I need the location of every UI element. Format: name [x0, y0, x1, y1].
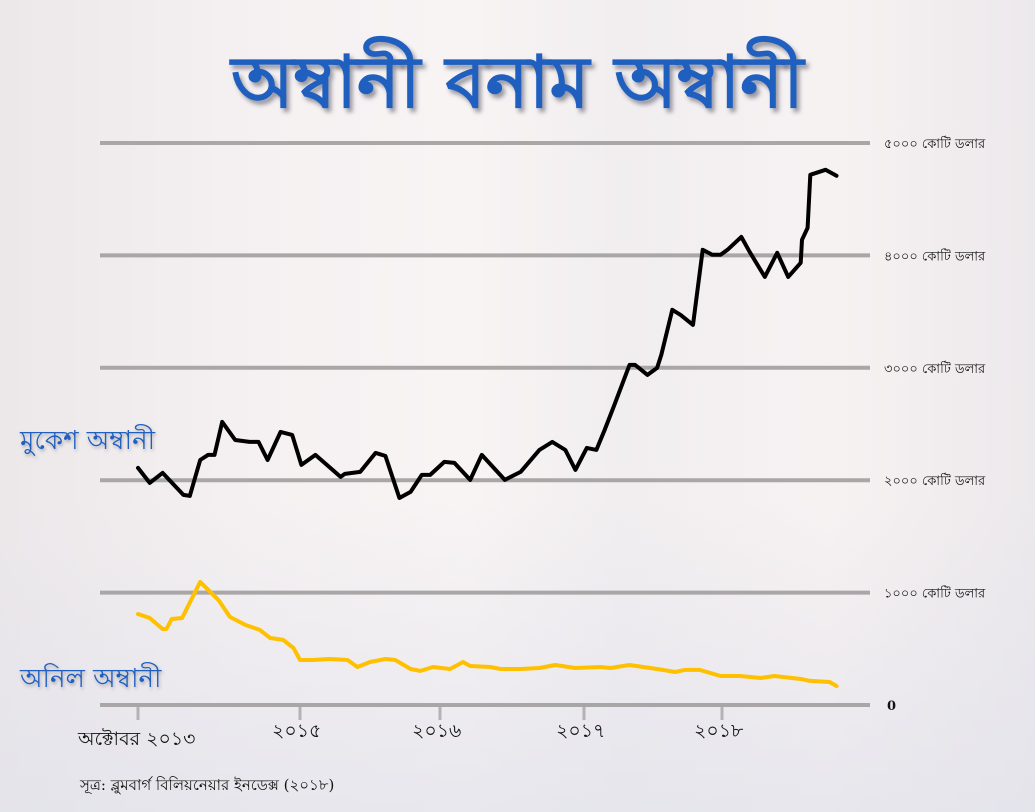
y-tick-label: ২০০০ কোটি ডলার: [884, 473, 986, 489]
x-tick-label: ২০১৫: [272, 720, 321, 742]
source-note: সূত্র: ব্লুমবার্গ বিলিয়নেয়ার ইনডেক্স (…: [80, 776, 335, 794]
x-tick-label: ২০১৮: [694, 720, 744, 742]
x-tick-label: অক্টোবর ২০১৩: [77, 728, 196, 750]
y-tick-label: ৪০০০ কোটি ডলার: [884, 248, 986, 264]
background-photo-area: [0, 500, 1035, 812]
y-tick-label: ৫০০০ কোটি ডলার: [884, 136, 986, 152]
axis-ticks: 0 ১০০০ কোটি ডলার ২০০০ কোটি ডলার ৩০০০ কোটি ড…: [77, 136, 986, 750]
x-tick-label: ২০১৬: [412, 720, 461, 742]
series-line-anil: [136, 579, 839, 688]
series-lines: [136, 167, 839, 688]
y-tick-label: 0: [887, 699, 896, 714]
chart-title: অম্বানী বনাম অম্বানী: [231, 39, 804, 124]
y-tick-label: ১০০০ কোটি ডলার: [884, 586, 986, 602]
series-line-mukesh: [136, 167, 839, 500]
x-tick-label: ২০১৭: [556, 720, 605, 742]
series-label-mukesh: মুকেশ অম্বানী: [20, 426, 156, 456]
gridlines: [100, 141, 870, 707]
series-label-anil: অনিল অম্বানী: [20, 664, 162, 694]
y-tick-label: ৩০০০ কোটি ডলার: [884, 361, 986, 377]
